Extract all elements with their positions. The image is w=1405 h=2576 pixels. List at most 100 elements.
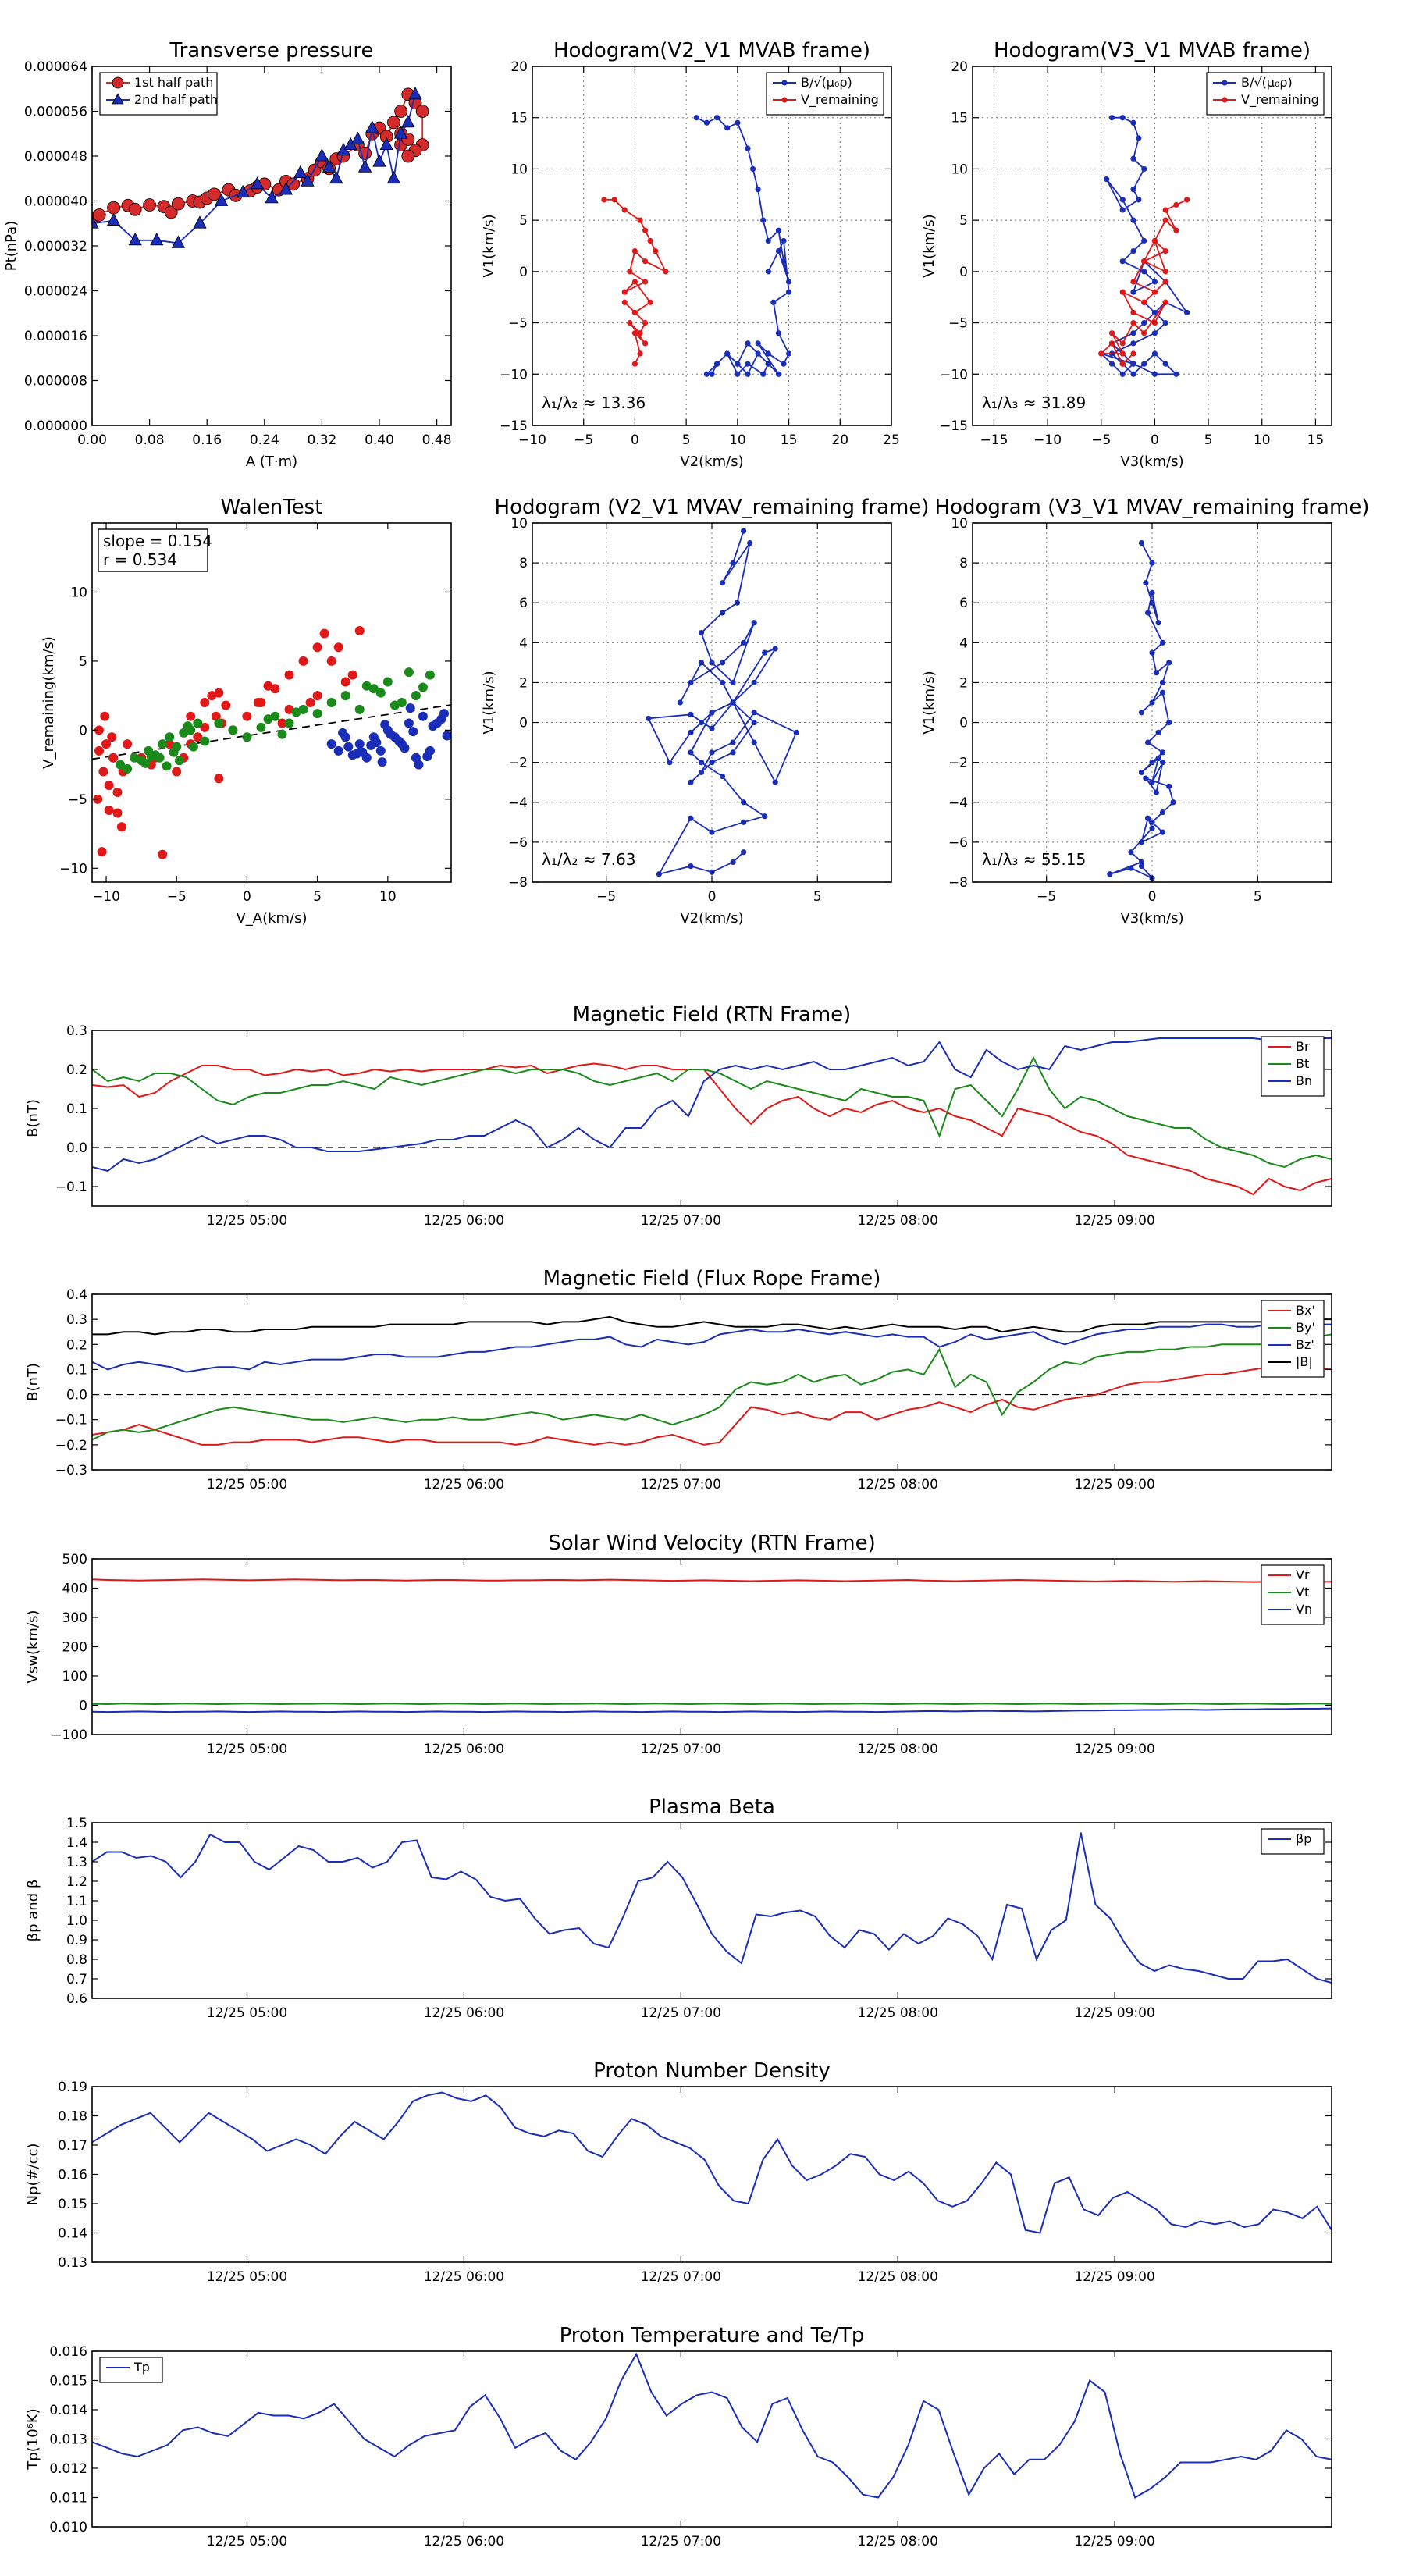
data-point bbox=[207, 187, 221, 201]
data-point bbox=[647, 237, 653, 244]
x-axis-label: V2(km/s) bbox=[680, 910, 743, 927]
x-tick-label: 12/25 05:00 bbox=[207, 1742, 287, 1757]
scatter-point bbox=[340, 677, 350, 687]
x-tick-label: 0.48 bbox=[422, 432, 452, 448]
data-point bbox=[1162, 361, 1168, 367]
data-point bbox=[749, 165, 756, 173]
y-tick-label: −2 bbox=[508, 756, 528, 771]
y-axis-label: Tp(10⁶K) bbox=[25, 2408, 41, 2470]
legend-label: 2nd half path bbox=[134, 92, 218, 107]
data-point bbox=[735, 119, 741, 126]
scatter-point bbox=[394, 736, 404, 746]
x-tick-label: 0.08 bbox=[135, 432, 165, 448]
series-0 bbox=[646, 528, 799, 877]
data-point bbox=[293, 165, 308, 178]
x-tick-label: 12/25 07:00 bbox=[641, 2534, 721, 2549]
data-point bbox=[415, 105, 429, 118]
y-tick-label: 0.012 bbox=[49, 2461, 87, 2477]
data-point bbox=[775, 247, 782, 254]
data-point bbox=[1130, 361, 1136, 367]
data-point bbox=[1151, 279, 1158, 285]
scatter-point bbox=[284, 704, 294, 714]
data-point bbox=[631, 330, 638, 336]
chart-hodogram-v2-v1-mvav: Hodogram (V2_V1 MVAV_remaining frame) −5 0… bbox=[481, 496, 929, 927]
scatter-point bbox=[140, 758, 151, 768]
scatter-point bbox=[186, 711, 196, 721]
data-point bbox=[1149, 760, 1155, 766]
x-tick-label: 12/25 05:00 bbox=[207, 1213, 287, 1229]
legend-marker bbox=[112, 93, 124, 105]
y-tick-label: 0 bbox=[79, 723, 87, 738]
data-point bbox=[143, 198, 157, 212]
y-tick-label: 5 bbox=[79, 654, 87, 670]
data-point bbox=[724, 125, 731, 131]
x-tick-label: 0 bbox=[243, 889, 251, 905]
y-tick-label: 1.4 bbox=[66, 1835, 87, 1851]
data-point bbox=[646, 715, 652, 722]
data-point bbox=[745, 145, 751, 151]
data-point bbox=[627, 269, 633, 275]
data-point bbox=[357, 159, 372, 173]
x-tick-label: 12/25 07:00 bbox=[641, 2005, 721, 2021]
data-point bbox=[1159, 679, 1166, 686]
chart-transverse-pressure: Transverse pressure 0.00 0.08 0.16 0.24 0.32 0… bbox=[3, 39, 452, 470]
x-axis-label: V_A(km/s) bbox=[236, 910, 307, 927]
data-point bbox=[755, 340, 761, 347]
data-point bbox=[642, 227, 649, 233]
chart-title: Transverse pressure bbox=[169, 39, 374, 62]
data-point bbox=[1130, 187, 1136, 193]
legend-label: Vr bbox=[1296, 1567, 1310, 1582]
scatter-point bbox=[352, 749, 362, 759]
data-point bbox=[747, 539, 753, 546]
plot-frame bbox=[91, 1293, 1332, 1471]
x-tick-label: 0 bbox=[708, 889, 717, 905]
legend-marker bbox=[1222, 80, 1228, 86]
x-axis-label: V3(km/s) bbox=[1120, 454, 1183, 470]
data-point bbox=[1144, 815, 1151, 821]
legend-box bbox=[1261, 1828, 1325, 1855]
series-bt bbox=[92, 1055, 1332, 1169]
scatter-point bbox=[98, 767, 108, 777]
x-tick-label: −10 bbox=[1033, 432, 1062, 448]
legend-label: Bz' bbox=[1296, 1337, 1314, 1352]
series-line bbox=[92, 1363, 1332, 1446]
x-tick-label: 12/25 06:00 bbox=[424, 1742, 504, 1757]
data-point bbox=[1143, 775, 1149, 781]
scatter-point bbox=[100, 711, 110, 721]
x-tick-label: 12/25 08:00 bbox=[858, 2534, 938, 2549]
data-point bbox=[1098, 350, 1104, 357]
data-point bbox=[1108, 115, 1115, 121]
data-point bbox=[1119, 361, 1126, 367]
series-vr bbox=[92, 1578, 1332, 1584]
data-point bbox=[693, 115, 699, 121]
y-tick-label: 5 bbox=[519, 213, 528, 229]
data-point bbox=[171, 235, 186, 248]
data-point bbox=[740, 799, 747, 806]
series-v-remaining bbox=[601, 197, 669, 367]
scatter-point bbox=[242, 711, 252, 721]
data-point bbox=[760, 217, 767, 223]
scatter-point bbox=[377, 757, 387, 767]
scatter-point bbox=[123, 763, 133, 774]
data-point bbox=[785, 289, 792, 295]
chart-proton-temperature: Proton Temperature and Te/Tp 12/25 05:00 1… bbox=[25, 2324, 1332, 2549]
data-point bbox=[719, 679, 726, 686]
legend-label: B/√(μ₀ρ) bbox=[801, 75, 852, 90]
data-point bbox=[107, 201, 121, 215]
plot-frame bbox=[972, 66, 1332, 426]
chart-hodogram-v3-v1-mvav: Hodogram (V3_V1 MVAV_remaining frame) −5 0… bbox=[921, 496, 1369, 927]
x-tick-label: −5 bbox=[1091, 432, 1111, 448]
x-axis-label: V2(km/s) bbox=[680, 454, 743, 470]
data-point bbox=[1149, 825, 1155, 831]
scatter-point bbox=[97, 847, 107, 857]
data-point bbox=[735, 361, 741, 367]
y-tick-label: 2 bbox=[959, 675, 968, 691]
y-tick-label: 0.7 bbox=[66, 1972, 87, 1987]
data-point bbox=[1151, 319, 1158, 326]
data-point bbox=[1141, 237, 1147, 244]
data-point bbox=[730, 859, 736, 866]
data-point bbox=[631, 279, 638, 285]
series-br bbox=[92, 1062, 1332, 1196]
data-point bbox=[762, 813, 768, 820]
